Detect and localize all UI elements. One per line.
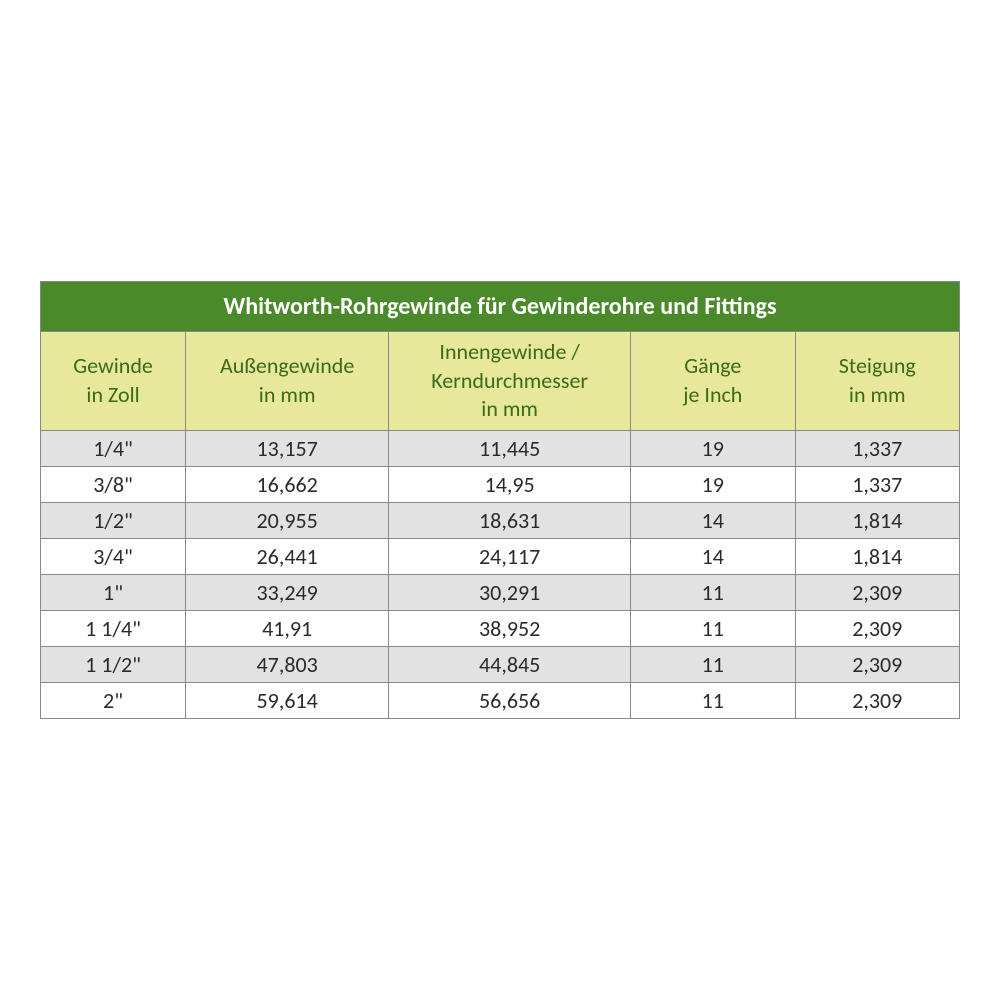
- cell-innen: 18,631: [389, 502, 631, 538]
- cell-innen: 38,952: [389, 610, 631, 646]
- cell-gewinde: 1 1/4": [41, 610, 186, 646]
- cell-gaenge: 19: [631, 430, 795, 466]
- header-text: in Zoll: [86, 381, 139, 408]
- cell-aussen: 16,662: [186, 466, 389, 502]
- cell-steigung: 2,309: [795, 646, 959, 682]
- header-text: je Inch: [683, 381, 742, 408]
- table-row: 1/4" 13,157 11,445 19 1,337: [41, 430, 960, 466]
- header-gaenge: Gänge je Inch: [631, 332, 795, 431]
- cell-gewinde: 2": [41, 682, 186, 718]
- cell-gaenge: 11: [631, 646, 795, 682]
- cell-innen: 30,291: [389, 574, 631, 610]
- cell-innen: 44,845: [389, 646, 631, 682]
- header-text: Innengewinde /: [439, 338, 580, 365]
- cell-aussen: 20,955: [186, 502, 389, 538]
- cell-steigung: 1,814: [795, 538, 959, 574]
- cell-aussen: 26,441: [186, 538, 389, 574]
- cell-gaenge: 11: [631, 682, 795, 718]
- table-row: 3/4" 26,441 24,117 14 1,814: [41, 538, 960, 574]
- table-title-row: Whitworth-Rohrgewinde für Gewinderohre u…: [41, 282, 960, 332]
- header-text: Kerndurchmesser: [431, 367, 588, 394]
- table-row: 1 1/4" 41,91 38,952 11 2,309: [41, 610, 960, 646]
- header-gewinde: Gewinde in Zoll: [41, 332, 186, 431]
- table-row: 3/8" 16,662 14,95 19 1,337: [41, 466, 960, 502]
- cell-gaenge: 11: [631, 574, 795, 610]
- cell-steigung: 2,309: [795, 574, 959, 610]
- cell-gaenge: 19: [631, 466, 795, 502]
- cell-aussen: 59,614: [186, 682, 389, 718]
- header-steigung: Steigung in mm: [795, 332, 959, 431]
- cell-gaenge: 11: [631, 610, 795, 646]
- table-header-row: Gewinde in Zoll Außengewinde in mm Innen…: [41, 332, 960, 431]
- cell-steigung: 2,309: [795, 610, 959, 646]
- cell-innen: 56,656: [389, 682, 631, 718]
- header-innengewinde: Innengewinde / Kerndurchmesser in mm: [389, 332, 631, 431]
- header-text: Außengewinde: [220, 352, 354, 379]
- header-text: in mm: [259, 381, 316, 408]
- table-title: Whitworth-Rohrgewinde für Gewinderohre u…: [41, 282, 960, 332]
- thread-table: Whitworth-Rohrgewinde für Gewinderohre u…: [40, 281, 960, 719]
- table-row: 1 1/2" 47,803 44,845 11 2,309: [41, 646, 960, 682]
- table-row: 1" 33,249 30,291 11 2,309: [41, 574, 960, 610]
- table-row: 2" 59,614 56,656 11 2,309: [41, 682, 960, 718]
- cell-steigung: 2,309: [795, 682, 959, 718]
- cell-innen: 11,445: [389, 430, 631, 466]
- table-row: 1/2" 20,955 18,631 14 1,814: [41, 502, 960, 538]
- header-text: in mm: [849, 381, 906, 408]
- header-text: Gewinde: [73, 352, 153, 379]
- cell-aussen: 47,803: [186, 646, 389, 682]
- cell-gewinde: 1/2": [41, 502, 186, 538]
- cell-gaenge: 14: [631, 538, 795, 574]
- cell-steigung: 1,337: [795, 430, 959, 466]
- cell-gewinde: 1 1/2": [41, 646, 186, 682]
- cell-gewinde: 1/4": [41, 430, 186, 466]
- cell-aussen: 33,249: [186, 574, 389, 610]
- cell-steigung: 1,337: [795, 466, 959, 502]
- header-text: in mm: [481, 395, 538, 422]
- cell-aussen: 41,91: [186, 610, 389, 646]
- cell-gewinde: 3/8": [41, 466, 186, 502]
- cell-gaenge: 14: [631, 502, 795, 538]
- cell-gewinde: 3/4": [41, 538, 186, 574]
- header-text: Steigung: [839, 352, 916, 379]
- cell-innen: 24,117: [389, 538, 631, 574]
- header-aussengewinde: Außengewinde in mm: [186, 332, 389, 431]
- cell-aussen: 13,157: [186, 430, 389, 466]
- table-body: 1/4" 13,157 11,445 19 1,337 3/8" 16,662 …: [41, 430, 960, 718]
- cell-gewinde: 1": [41, 574, 186, 610]
- cell-steigung: 1,814: [795, 502, 959, 538]
- cell-innen: 14,95: [389, 466, 631, 502]
- header-text: Gänge: [684, 352, 741, 379]
- thread-table-container: Whitworth-Rohrgewinde für Gewinderohre u…: [40, 281, 960, 719]
